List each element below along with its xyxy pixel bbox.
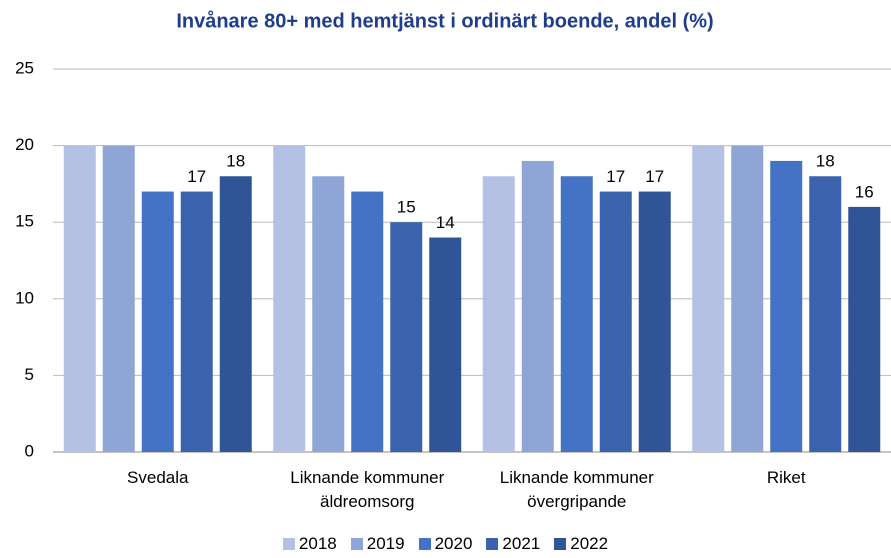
bar (482, 176, 515, 453)
y-tick-label: 10 (15, 288, 34, 307)
legend-item: 2022 (554, 534, 608, 554)
legend-item: 2018 (282, 534, 337, 554)
x-tick-label: Svedala (127, 468, 189, 487)
bar (809, 176, 842, 453)
legend-label: 2019 (366, 534, 405, 553)
chart-title: Invånare 80+ med hemtjänst i ordinärt bo… (176, 9, 713, 32)
legend-swatch (486, 538, 499, 550)
legend-item: 2019 (350, 534, 405, 554)
legend-item: 2020 (418, 534, 473, 554)
bar (273, 145, 306, 452)
bar (638, 191, 671, 452)
bar (180, 191, 213, 452)
legend-swatch (282, 538, 295, 550)
y-tick-label: 20 (15, 135, 34, 154)
y-tick-label: 15 (15, 212, 34, 231)
legend-label: 2018 (298, 534, 337, 553)
data-label: 18 (816, 152, 835, 171)
bar (102, 145, 135, 452)
data-label: 17 (606, 167, 625, 186)
legend-label: 2022 (570, 534, 609, 553)
data-label: 15 (397, 198, 416, 217)
bar (141, 191, 174, 452)
bar (312, 176, 345, 453)
data-label: 16 (855, 182, 874, 201)
legend: 2018 2019 2020 2021 2022 (0, 534, 891, 554)
bar (770, 160, 803, 453)
bar (731, 145, 764, 452)
legend-label: 2020 (434, 534, 473, 553)
data-label: 14 (436, 213, 455, 232)
y-tick-label: 0 (25, 441, 34, 460)
bar (521, 160, 554, 453)
bar (219, 176, 252, 453)
bar (63, 145, 96, 452)
x-tick-label: Liknande kommuner äldreomsorg (290, 468, 445, 511)
bar (429, 237, 462, 452)
legend-item: 2021 (486, 534, 540, 554)
data-label: 17 (187, 167, 206, 186)
legend-label: 2021 (502, 534, 541, 553)
bar (599, 191, 632, 452)
legend-swatch (554, 538, 567, 550)
bar (351, 191, 384, 452)
y-tick-label: 25 (15, 58, 34, 77)
data-label: 17 (645, 167, 664, 186)
bar (692, 145, 725, 452)
bar (560, 176, 593, 453)
y-tick-label: 5 (25, 365, 34, 384)
legend-swatch (418, 538, 431, 550)
x-tick-label: Liknande kommuner övergripande (499, 468, 654, 511)
legend-swatch (350, 538, 363, 550)
x-tick-label: Riket (766, 468, 806, 487)
data-label: 18 (226, 152, 245, 171)
bar (848, 206, 881, 452)
bar (390, 222, 423, 452)
